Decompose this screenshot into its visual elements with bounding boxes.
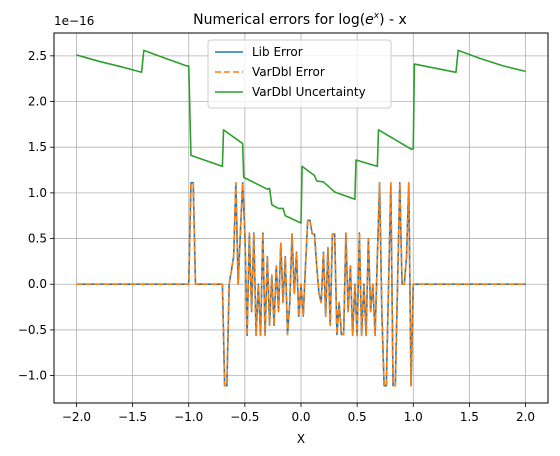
y-axis: −1.0 −0.5 0.0 0.5 1.0 1.5 2.0 2.5: [18, 49, 54, 383]
x-tick-label: 2.0: [516, 410, 535, 424]
y-tick-label: 0.5: [28, 232, 47, 246]
legend-label: VarDbl Error: [252, 65, 325, 79]
chart-title-suffix: ) - x: [379, 12, 407, 28]
y-tick-label: 0.0: [28, 277, 47, 291]
chart-title-base: e: [365, 12, 374, 28]
chart-title: Numerical errors for log(ex) - x: [193, 11, 407, 28]
legend-box: [207, 39, 392, 109]
legend-label: Lib Error: [252, 45, 303, 59]
series-layer: [76, 49, 526, 387]
y-tick-label: −1.0: [18, 369, 47, 383]
x-tick-label: −2.0: [62, 410, 91, 424]
chart-title-exponent: x: [373, 11, 380, 21]
x-tick-label: 1.5: [460, 410, 479, 424]
legend-label: VarDbl Uncertainty: [252, 85, 366, 99]
y-offset-label: 1e−16: [54, 14, 94, 28]
y-tick-label: 2.5: [28, 49, 47, 63]
chart-title-prefix: Numerical errors for log(: [193, 12, 365, 28]
series-line-vardbl-error: [76, 182, 526, 387]
x-axis: −2.0 −1.5 −1.0 −0.5 0.0 0.5 1.0 1.5 2.0: [62, 403, 535, 424]
legend: Lib Error VarDbl Error VarDbl Uncertainty: [207, 39, 392, 109]
y-tick-label: 1.0: [28, 186, 47, 200]
y-tick-label: −0.5: [18, 323, 47, 337]
x-tick-label: 0.5: [348, 410, 367, 424]
x-tick-label: −1.0: [174, 410, 203, 424]
x-tick-label: 1.0: [404, 410, 423, 424]
x-axis-label: X: [297, 432, 305, 446]
x-tick-label: 0.0: [291, 410, 310, 424]
x-tick-label: −1.5: [118, 410, 147, 424]
series-line-vardbl-uncertainty: [76, 49, 526, 224]
x-tick-label: −0.5: [230, 410, 259, 424]
y-tick-label: 2.0: [28, 95, 47, 109]
y-tick-label: 1.5: [28, 140, 47, 154]
